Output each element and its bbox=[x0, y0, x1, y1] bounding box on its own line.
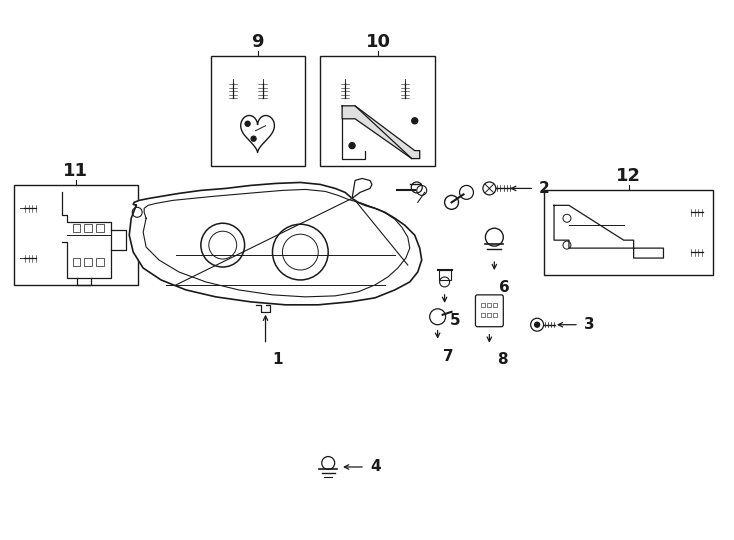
Bar bbox=[482, 303, 485, 307]
Bar bbox=[493, 303, 498, 307]
Polygon shape bbox=[554, 205, 664, 258]
Text: 9: 9 bbox=[251, 33, 264, 51]
Text: 12: 12 bbox=[616, 167, 641, 185]
Bar bbox=[73, 258, 81, 266]
FancyBboxPatch shape bbox=[476, 295, 504, 327]
Bar bbox=[396, 79, 413, 83]
Bar bbox=[320, 56, 435, 166]
Text: 8: 8 bbox=[498, 352, 508, 367]
Bar bbox=[337, 79, 354, 83]
Bar bbox=[21, 205, 26, 212]
Bar bbox=[482, 313, 485, 317]
Bar bbox=[84, 258, 92, 266]
Bar bbox=[14, 185, 138, 285]
Text: 4: 4 bbox=[370, 460, 381, 475]
Bar bbox=[211, 56, 305, 166]
Bar bbox=[21, 254, 26, 261]
Circle shape bbox=[245, 122, 250, 126]
Bar bbox=[487, 303, 491, 307]
Bar bbox=[96, 224, 104, 232]
Text: 2: 2 bbox=[539, 181, 550, 196]
Polygon shape bbox=[342, 106, 420, 159]
Circle shape bbox=[412, 118, 418, 124]
Text: 10: 10 bbox=[366, 33, 390, 51]
Circle shape bbox=[349, 143, 355, 148]
Polygon shape bbox=[129, 183, 422, 305]
Text: 3: 3 bbox=[584, 317, 595, 332]
Bar bbox=[254, 79, 271, 83]
Text: 11: 11 bbox=[63, 163, 88, 180]
Bar bbox=[493, 313, 498, 317]
Circle shape bbox=[534, 322, 539, 327]
Text: 7: 7 bbox=[443, 349, 453, 363]
Bar bbox=[225, 79, 241, 83]
Bar bbox=[73, 224, 81, 232]
Bar bbox=[84, 224, 92, 232]
Bar bbox=[702, 209, 707, 216]
Polygon shape bbox=[352, 179, 372, 198]
Text: 5: 5 bbox=[449, 313, 460, 328]
Bar bbox=[439, 270, 451, 280]
Circle shape bbox=[251, 136, 256, 141]
Polygon shape bbox=[241, 116, 275, 152]
Bar bbox=[487, 313, 491, 317]
Text: 6: 6 bbox=[499, 280, 510, 295]
Bar bbox=[544, 191, 713, 275]
Text: 1: 1 bbox=[272, 352, 283, 367]
Bar bbox=[96, 258, 104, 266]
Bar bbox=[702, 248, 707, 255]
Polygon shape bbox=[62, 192, 112, 278]
